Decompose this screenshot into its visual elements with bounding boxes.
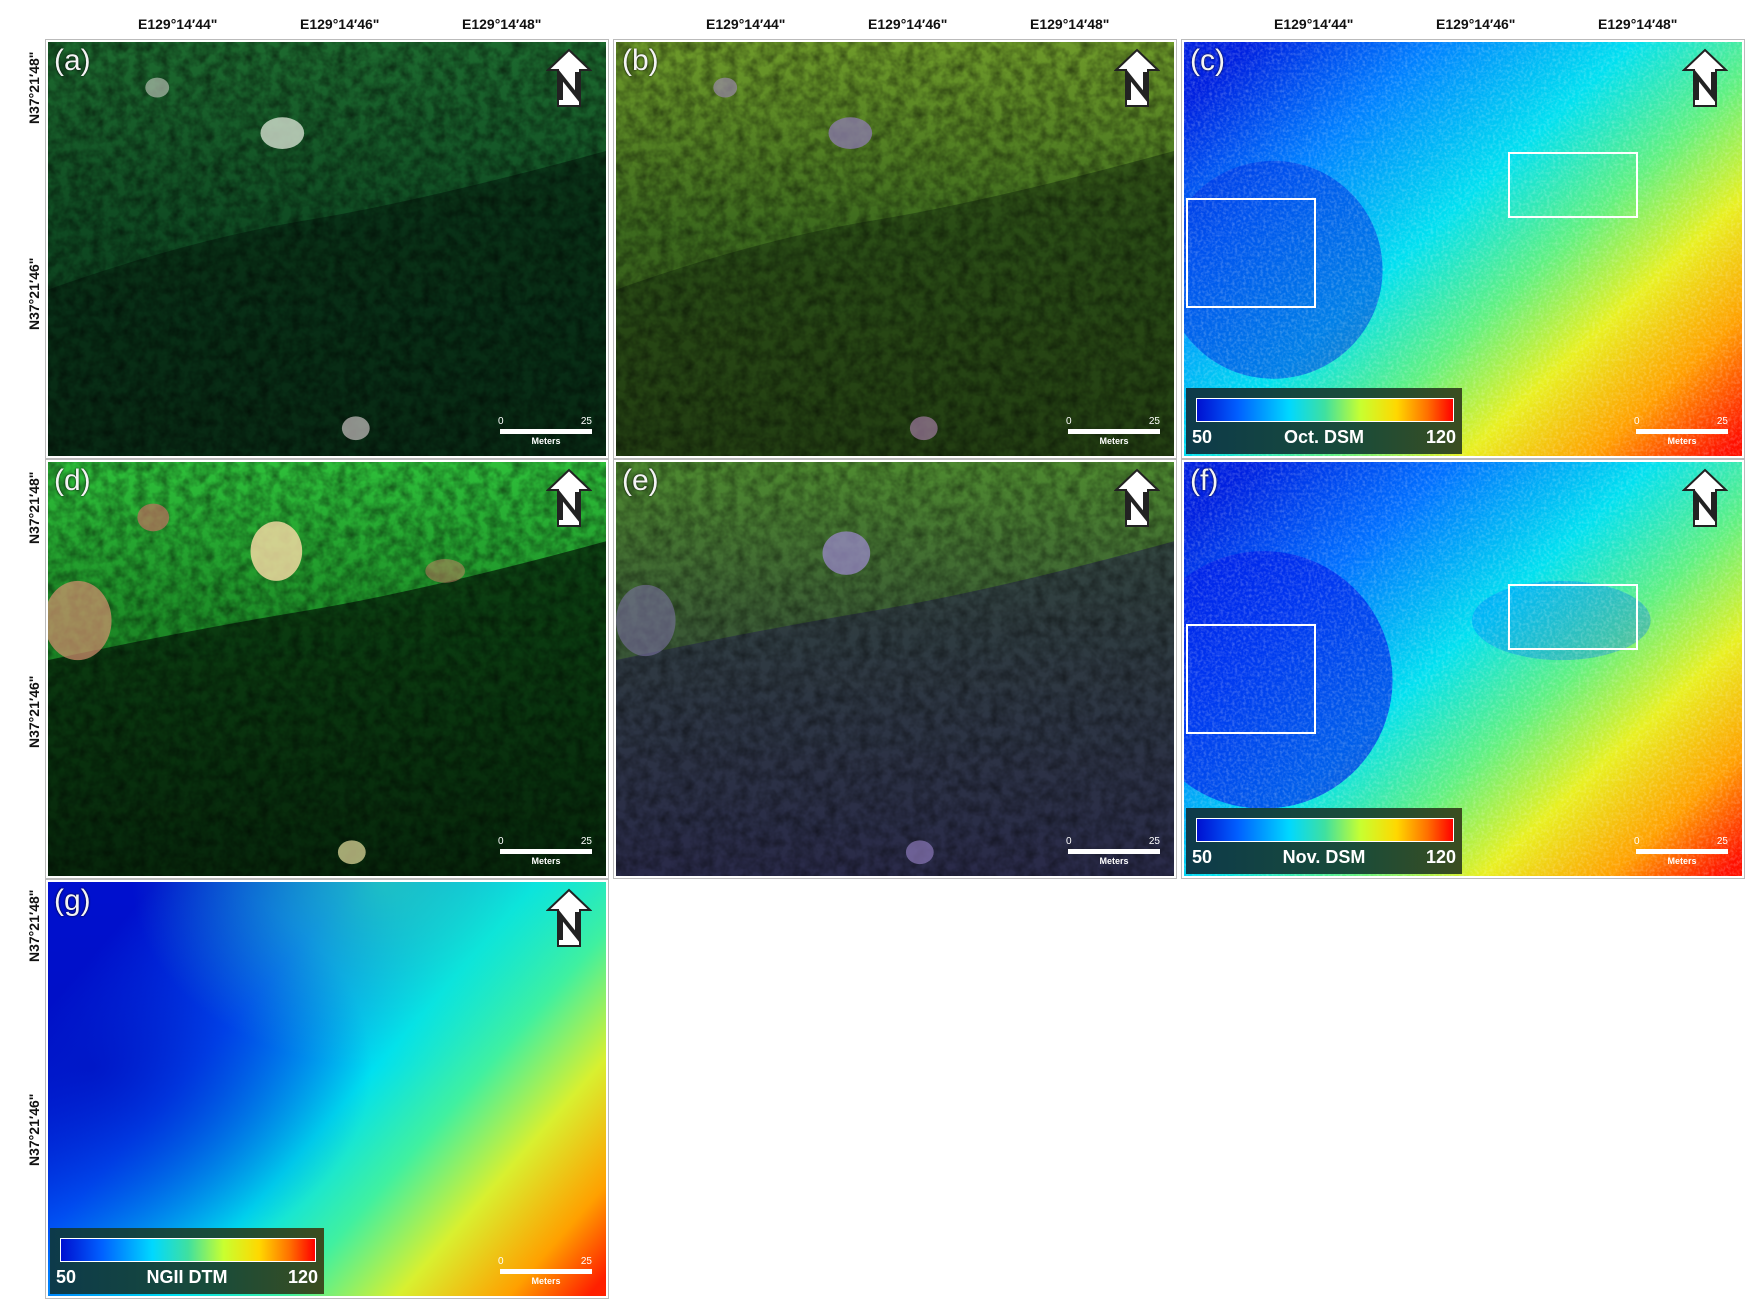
top-coord-label: E129°14′46" (868, 16, 948, 32)
legend-min: 50 (1192, 847, 1213, 867)
scale-bar: 0 25 Meters (1634, 836, 1730, 870)
map-panel-b: (b) 0 25 Meters (613, 39, 1177, 459)
scale-bar-max: 25 (580, 1256, 592, 1267)
legend-max: 120 (1425, 847, 1456, 867)
scale-bar-unit: Meters (531, 856, 561, 866)
rgb-image-oct-enhanced (616, 42, 1174, 456)
scale-bar: 0 25 Meters (1066, 416, 1162, 450)
panel-label: (g) (54, 884, 91, 917)
north-arrow-icon (1682, 468, 1728, 530)
left-coord-label: N37°21′48" (26, 51, 42, 124)
scale-bar: 0 25 Meters (1634, 416, 1730, 450)
north-arrow-icon (1114, 48, 1160, 110)
scale-bar-zero: 0 (498, 1256, 504, 1267)
panel-label: (e) (622, 464, 659, 497)
color-legend: 50 Oct. DSM 120 (1186, 388, 1462, 454)
legend-title: NGII DTM (146, 1267, 228, 1287)
scale-bar-max: 25 (1716, 416, 1728, 427)
top-coord-label: E129°14′46" (1436, 16, 1516, 32)
top-coord-label: E129°14′44" (1274, 16, 1354, 32)
dsm-image-nov (1184, 462, 1742, 876)
scale-bar: 0 25 Meters (498, 416, 594, 450)
scale-bar-unit: Meters (1099, 856, 1129, 866)
dsm-image-oct (1184, 42, 1742, 456)
scale-bar: 0 25 Meters (1066, 836, 1162, 870)
top-coord-label: E129°14′48" (1030, 16, 1110, 32)
map-panel-a: (a) 0 25 Meters (45, 39, 609, 459)
color-ramp (1196, 398, 1454, 422)
north-arrow-icon (546, 888, 592, 950)
map-panel-g: (g) 50 NGII DTM 120 0 25 Meters (45, 879, 609, 1299)
scale-bar-unit: Meters (1667, 856, 1697, 866)
map-panel-e: (e) 0 25 Meters (613, 459, 1177, 879)
color-ramp (1196, 818, 1454, 842)
legend-title: Oct. DSM (1283, 427, 1364, 447)
scale-bar-max: 25 (580, 416, 592, 427)
legend-min: 50 (56, 1267, 77, 1287)
panel-label: (c) (1190, 44, 1225, 77)
top-coord-label: E129°14′44" (138, 16, 218, 32)
top-coord-label: E129°14′44" (706, 16, 786, 32)
scale-bar-zero: 0 (1066, 416, 1072, 427)
scale-bar-line (500, 429, 592, 434)
left-coord-label: N37°21′48" (26, 889, 42, 962)
scale-bar-zero: 0 (498, 416, 504, 427)
area-of-interest-box (1508, 152, 1638, 218)
scale-bar-line (500, 1269, 592, 1274)
legend-max: 120 (1425, 427, 1456, 447)
scale-bar-line (1068, 429, 1160, 434)
scale-bar-unit: Meters (531, 436, 561, 446)
area-of-interest-box (1186, 198, 1316, 308)
scale-bar: 0 25 Meters (498, 1256, 594, 1290)
area-of-interest-box (1508, 584, 1638, 650)
scale-bar-line (1636, 429, 1728, 434)
north-arrow-icon (546, 48, 592, 110)
top-coord-label: E129°14′48" (1598, 16, 1678, 32)
rgb-image-nov (48, 462, 606, 876)
map-panel-d: (d) 0 25 Meters (45, 459, 609, 879)
scale-bar-max: 25 (580, 836, 592, 847)
top-coord-label: E129°14′48" (462, 16, 542, 32)
scale-bar-max: 25 (1148, 836, 1160, 847)
scale-bar-line (1068, 849, 1160, 854)
left-coord-label: N37°21′46" (26, 675, 42, 748)
scale-bar-zero: 0 (1634, 416, 1640, 427)
panel-label: (f) (1190, 464, 1219, 497)
scale-bar-line (500, 849, 592, 854)
scale-bar: 0 25 Meters (498, 836, 594, 870)
color-legend: 50 Nov. DSM 120 (1186, 808, 1462, 874)
color-legend: 50 NGII DTM 120 (50, 1228, 324, 1294)
scale-bar-max: 25 (1148, 416, 1160, 427)
top-coord-label: E129°14′46" (300, 16, 380, 32)
legend-min: 50 (1192, 427, 1213, 447)
area-of-interest-box (1186, 624, 1316, 734)
scale-bar-zero: 0 (1066, 836, 1072, 847)
scale-bar-unit: Meters (1099, 436, 1129, 446)
left-coord-label: N37°21′48" (26, 471, 42, 544)
scale-bar-max: 25 (1716, 836, 1728, 847)
scale-bar-line (1636, 849, 1728, 854)
scale-bar-zero: 0 (498, 836, 504, 847)
scale-bar-zero: 0 (1634, 836, 1640, 847)
legend-title: Nov. DSM (1282, 847, 1366, 867)
panel-label: (a) (54, 44, 91, 77)
rgb-image-nov-enhanced (616, 462, 1174, 876)
rgb-image-oct (48, 42, 606, 456)
dtm-image-ngii (48, 882, 606, 1296)
scale-bar-unit: Meters (1667, 436, 1697, 446)
legend-max: 120 (287, 1267, 318, 1287)
scale-bar-unit: Meters (531, 1276, 561, 1286)
north-arrow-icon (1114, 468, 1160, 530)
north-arrow-icon (1682, 48, 1728, 110)
north-arrow-icon (546, 468, 592, 530)
panel-label: (d) (54, 464, 91, 497)
map-panel-f: (f) 50 Nov. DSM 120 0 25 Meters (1181, 459, 1745, 879)
color-ramp (60, 1238, 316, 1262)
panel-label: (b) (622, 44, 659, 77)
map-panel-c: (c) 50 Oct. DSM 120 0 25 Meters (1181, 39, 1745, 459)
left-coord-label: N37°21′46" (26, 1093, 42, 1166)
left-coord-label: N37°21′46" (26, 257, 42, 330)
